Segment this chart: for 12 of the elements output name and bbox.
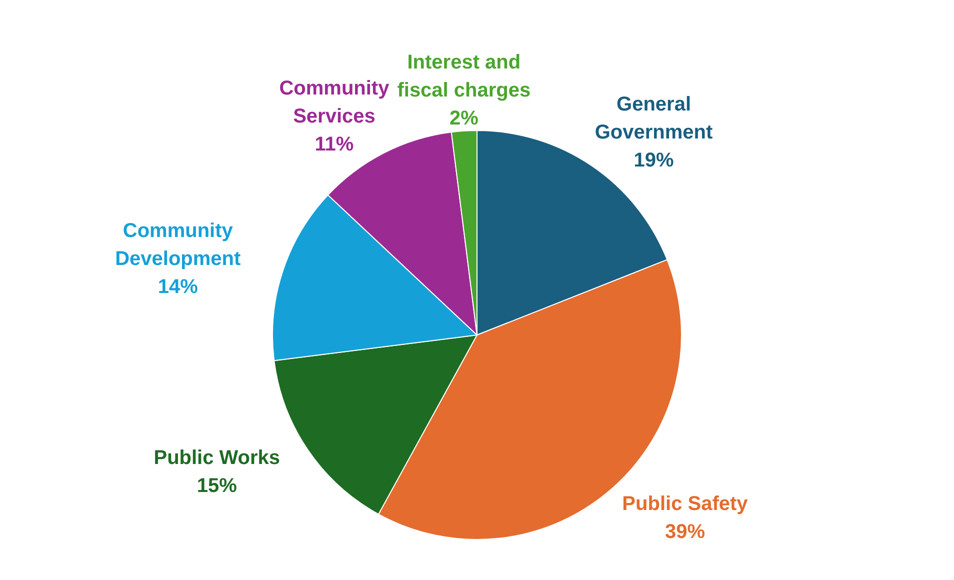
data-label: 14% <box>158 276 198 298</box>
data-label: 11% <box>314 134 354 156</box>
slice-label: Public Safety <box>622 492 749 515</box>
data-label: 15% <box>196 474 238 497</box>
data-label: 39% <box>664 520 706 543</box>
slice-label: General Government <box>594 93 714 144</box>
slice-label: Community Development <box>115 220 242 270</box>
data-label: 2% <box>449 108 479 130</box>
slice-label: Community Services <box>279 78 390 128</box>
data-label: 19% <box>634 149 674 172</box>
slice-label: Interest and fiscal charges <box>397 52 531 102</box>
slice-label: Public Works <box>154 446 280 469</box>
